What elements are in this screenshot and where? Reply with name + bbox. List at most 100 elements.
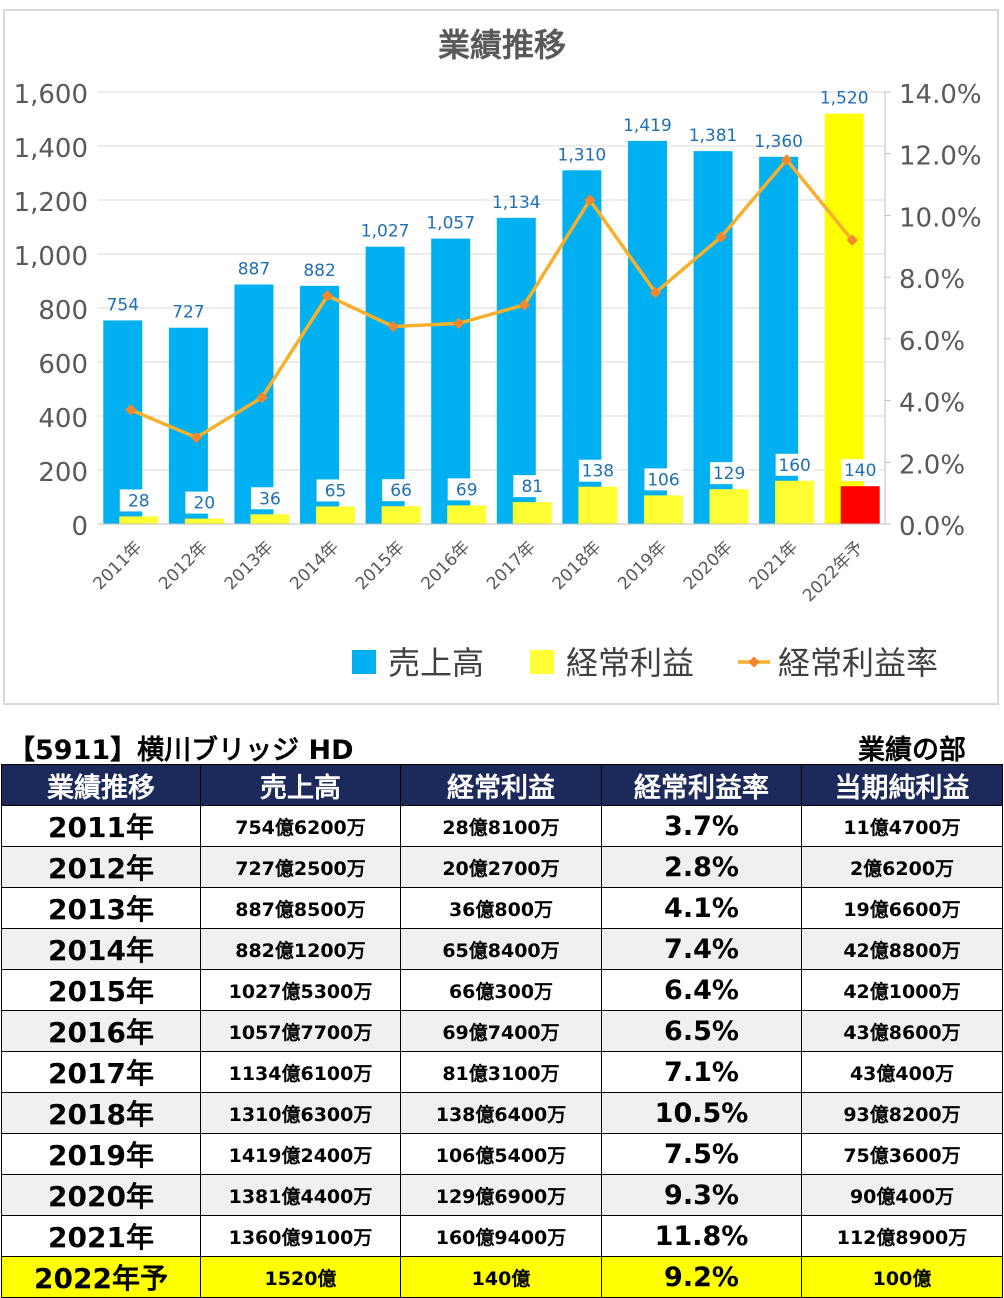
sales-data-label: 1,419 xyxy=(623,116,672,136)
margin-point xyxy=(321,290,334,302)
cell-sales: 1360億9100万 xyxy=(200,1215,401,1257)
left-tick-label: 1,600 xyxy=(14,80,88,110)
cell-period: 2016年 xyxy=(1,1010,201,1052)
cell-net-income: 90億400万 xyxy=(801,1174,1003,1216)
cell-period: 2011年 xyxy=(1,805,201,847)
profit-label-bg xyxy=(644,468,683,491)
category-label: 2017年 xyxy=(483,537,540,594)
category-label: 2014年 xyxy=(286,537,343,594)
profit-bar xyxy=(840,486,880,524)
profit-data-label: 81 xyxy=(521,477,543,497)
left-tick-label: 1,400 xyxy=(14,134,88,164)
cell-sales: 882億1200万 xyxy=(200,928,401,970)
sales-data-label: 1,057 xyxy=(426,214,475,234)
table-row: 2013年 887億8500万 36億800万 4.1% 19億6600万 xyxy=(1,887,1003,929)
profit-bar xyxy=(119,516,159,524)
profit-label-bg xyxy=(185,491,224,514)
header-period: 業績推移 xyxy=(1,764,201,806)
right-tick-label: 4.0% xyxy=(899,389,965,419)
cell-sales: 727億2500万 xyxy=(200,846,401,888)
header-ordinary-profit: 経常利益 xyxy=(400,764,602,806)
cell-ordinary-profit: 81億3100万 xyxy=(400,1051,602,1093)
left-tick-label: 1,000 xyxy=(14,242,88,272)
sales-bar xyxy=(496,217,536,524)
margin-point xyxy=(846,234,858,246)
profit-label-bg xyxy=(513,475,552,498)
header-net-income: 当期純利益 xyxy=(801,764,1003,806)
cell-sales: 1310億6300万 xyxy=(200,1092,401,1134)
table-row: 2021年 1360億9100万 160億9400万 11.8% 112億8900万 xyxy=(1,1215,1003,1257)
cell-net-income: 93億8200万 xyxy=(801,1092,1003,1134)
cell-net-income: 19億6600万 xyxy=(801,887,1003,929)
sales-bar xyxy=(627,140,667,524)
table-row: 2017年 1134億6100万 81億3100万 7.1% 43億400万 xyxy=(1,1051,1003,1093)
cell-ordinary-margin: 9.3% xyxy=(601,1174,802,1216)
profit-label-bg xyxy=(775,453,814,476)
sales-data-label: 1,520 xyxy=(820,89,869,109)
left-tick-label: 600 xyxy=(38,350,88,380)
cell-ordinary-profit: 69億7400万 xyxy=(400,1010,602,1052)
cell-sales: 754億6200万 xyxy=(200,805,401,847)
category-label: 2012年 xyxy=(155,537,212,594)
profit-data-label: 36 xyxy=(259,489,281,509)
category-label: 2018年 xyxy=(549,537,606,594)
legend-swatch-profit xyxy=(530,650,554,674)
bars xyxy=(103,113,880,525)
table-row: 2016年 1057億7700万 69億7400万 6.5% 43億8600万 xyxy=(1,1010,1003,1052)
cell-ordinary-profit: 160億9400万 xyxy=(400,1215,602,1257)
left-tick-label: 200 xyxy=(38,458,88,488)
section-heading: 業績の部 xyxy=(858,735,966,766)
right-tick-label: 6.0% xyxy=(899,327,965,357)
profit-data-label: 28 xyxy=(128,491,150,511)
table-row: 2011年 754億6200万 28億8100万 3.7% 11億4700万 xyxy=(1,805,1003,847)
margin-point xyxy=(518,299,530,311)
margin-line-path xyxy=(130,157,854,440)
cell-ordinary-margin: 7.1% xyxy=(601,1051,802,1093)
margin-point xyxy=(649,286,662,299)
results-table: 業績推移 売上高 経常利益 経常利益率 当期純利益 2011年 754億6200万… xyxy=(1,764,1003,1298)
profit-data-label: 138 xyxy=(582,462,614,482)
cell-sales: 1057億7700万 xyxy=(200,1010,401,1052)
profit-label-bg xyxy=(316,479,355,502)
left-tick-label: 400 xyxy=(38,404,88,434)
table-row: 2020年 1381億4400万 129億6900万 9.3% 90億400万 xyxy=(1,1174,1003,1216)
cell-net-income: 42億8800万 xyxy=(801,928,1003,970)
profit-data-label: 160 xyxy=(778,456,810,476)
left-tick-label: 0 xyxy=(71,512,88,542)
sales-data-label: 727 xyxy=(172,303,204,323)
profit-data-label: 65 xyxy=(325,481,347,501)
cell-ordinary-margin: 7.4% xyxy=(601,928,802,970)
profit-label-bg xyxy=(119,489,158,512)
margin-point xyxy=(387,320,399,333)
left-tick-label: 800 xyxy=(38,296,88,326)
sales-data-label: 1,360 xyxy=(754,132,803,152)
table-row: 2014年 882億1200万 65億8400万 7.4% 42億8800万 xyxy=(1,928,1003,970)
cell-sales: 887億8500万 xyxy=(200,887,401,929)
chart-title: 業績推移 xyxy=(438,26,566,64)
category-label: 2019年 xyxy=(614,537,671,594)
profit-bar xyxy=(643,495,683,524)
sales-bar xyxy=(824,113,864,524)
sales-bar xyxy=(693,151,733,524)
right-tick-label: 12.0% xyxy=(899,142,982,172)
cell-ordinary-margin: 10.5% xyxy=(601,1092,802,1134)
legend-label-profit: 経常利益 xyxy=(566,644,694,682)
profit-data-label: 140 xyxy=(844,461,876,481)
profit-label-bg xyxy=(578,459,617,482)
cell-period: 2021年 xyxy=(1,1215,201,1257)
legend-label-sales: 売上高 xyxy=(388,644,484,682)
sales-bar xyxy=(365,246,405,524)
cell-ordinary-profit: 28億8100万 xyxy=(400,805,602,847)
cell-ordinary-profit: 129億6900万 xyxy=(400,1174,602,1216)
cell-net-income: 2億6200万 xyxy=(801,846,1003,888)
data-labels: 754 28 727 20 887 36 882 65 1,027 66 1,057 69 1,134 8… xyxy=(107,89,880,514)
cell-net-income: 43億400万 xyxy=(801,1051,1003,1093)
margin-point xyxy=(125,404,137,416)
cell-ordinary-profit: 36億800万 xyxy=(400,887,602,929)
cell-period: 2017年 xyxy=(1,1051,201,1093)
right-tick-label: 10.0% xyxy=(899,203,982,233)
profit-bar xyxy=(250,514,290,524)
header-sales: 売上高 xyxy=(200,764,401,806)
performance-chart: 業績推移 754 28 727 20 887 36 882 65 1,027 66 1,057 69 1… xyxy=(14,26,982,682)
right-tick-label: 14.0% xyxy=(899,80,982,110)
